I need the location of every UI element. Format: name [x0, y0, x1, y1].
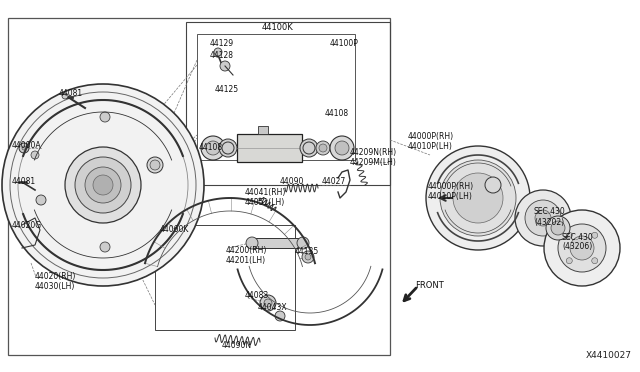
Bar — [186, 22, 390, 185]
Circle shape — [19, 143, 29, 153]
Text: 44020G: 44020G — [12, 221, 42, 230]
Circle shape — [570, 236, 594, 260]
Circle shape — [592, 232, 598, 238]
Circle shape — [150, 160, 160, 170]
Circle shape — [319, 144, 327, 152]
Text: 44000P(RH): 44000P(RH) — [428, 183, 474, 192]
Circle shape — [147, 157, 163, 173]
Text: 44125: 44125 — [215, 84, 239, 93]
Circle shape — [302, 251, 314, 263]
Circle shape — [2, 84, 204, 286]
Text: 44108: 44108 — [199, 142, 223, 151]
Bar — [237, 134, 302, 162]
Circle shape — [551, 221, 565, 235]
Circle shape — [214, 48, 222, 56]
Text: 44135: 44135 — [295, 247, 319, 257]
Bar — [8, 18, 390, 355]
Circle shape — [566, 232, 572, 238]
Text: 44010P(LH): 44010P(LH) — [408, 142, 453, 151]
Text: 44100P: 44100P — [330, 39, 359, 48]
Bar — [258, 126, 268, 134]
Circle shape — [36, 195, 46, 205]
Text: SEC.430: SEC.430 — [534, 208, 566, 217]
Text: 44090: 44090 — [280, 177, 305, 186]
Circle shape — [330, 136, 354, 160]
Circle shape — [85, 167, 121, 203]
Circle shape — [31, 151, 39, 159]
Text: 44081: 44081 — [59, 89, 83, 97]
Circle shape — [246, 237, 258, 249]
Circle shape — [275, 311, 285, 321]
Circle shape — [453, 173, 503, 223]
Circle shape — [220, 61, 230, 71]
Circle shape — [558, 224, 606, 272]
Circle shape — [335, 141, 349, 155]
Circle shape — [305, 254, 311, 260]
Text: X4410027: X4410027 — [586, 351, 632, 360]
Text: 44201(LH): 44201(LH) — [226, 256, 266, 264]
Circle shape — [316, 141, 330, 155]
Text: 44030(LH): 44030(LH) — [35, 282, 76, 291]
Circle shape — [546, 216, 570, 240]
Text: 44041(RH): 44041(RH) — [245, 187, 286, 196]
Circle shape — [93, 175, 113, 195]
Circle shape — [264, 299, 272, 307]
Circle shape — [65, 147, 141, 223]
Text: 44027: 44027 — [322, 177, 346, 186]
Text: 44083: 44083 — [245, 291, 269, 299]
Text: (43206): (43206) — [562, 243, 592, 251]
Text: 44100K: 44100K — [262, 23, 294, 32]
Circle shape — [75, 157, 131, 213]
Circle shape — [297, 237, 309, 249]
Circle shape — [426, 146, 530, 250]
Circle shape — [544, 210, 620, 286]
Text: 44090N: 44090N — [222, 340, 252, 350]
Circle shape — [62, 93, 68, 99]
Text: SEC.430: SEC.430 — [562, 232, 594, 241]
Bar — [155, 225, 295, 330]
Circle shape — [566, 258, 572, 264]
Text: 44000P(RH): 44000P(RH) — [408, 132, 454, 141]
Circle shape — [100, 242, 110, 252]
Text: (43202): (43202) — [534, 218, 564, 227]
Circle shape — [485, 177, 501, 193]
Bar — [197, 34, 355, 160]
Circle shape — [525, 200, 561, 236]
Text: 44060K: 44060K — [160, 224, 189, 234]
Text: 44128: 44128 — [210, 51, 234, 60]
Text: 44043X: 44043X — [258, 302, 287, 311]
Circle shape — [222, 142, 234, 154]
Text: 44209N(RH): 44209N(RH) — [350, 148, 397, 157]
Circle shape — [219, 139, 237, 157]
Circle shape — [592, 258, 598, 264]
Text: FRONT: FRONT — [415, 280, 444, 289]
Circle shape — [100, 112, 110, 122]
Circle shape — [515, 190, 571, 246]
Circle shape — [300, 139, 318, 157]
Circle shape — [535, 210, 551, 226]
Circle shape — [303, 142, 315, 154]
Text: 44000A: 44000A — [12, 141, 42, 150]
Text: 44010P(LH): 44010P(LH) — [428, 192, 473, 202]
Circle shape — [260, 295, 276, 311]
Text: 44051(LH): 44051(LH) — [245, 198, 285, 206]
Circle shape — [206, 141, 220, 155]
Circle shape — [22, 146, 26, 150]
Text: 44020(RH): 44020(RH) — [35, 272, 76, 280]
Text: 44209M(LH): 44209M(LH) — [350, 158, 397, 167]
Text: 44129: 44129 — [210, 39, 234, 48]
Circle shape — [201, 136, 225, 160]
Text: 44200(RH): 44200(RH) — [226, 246, 268, 254]
Circle shape — [440, 160, 516, 236]
Text: 44081: 44081 — [12, 177, 36, 186]
Bar — [250, 238, 305, 248]
Text: 44108: 44108 — [325, 109, 349, 118]
